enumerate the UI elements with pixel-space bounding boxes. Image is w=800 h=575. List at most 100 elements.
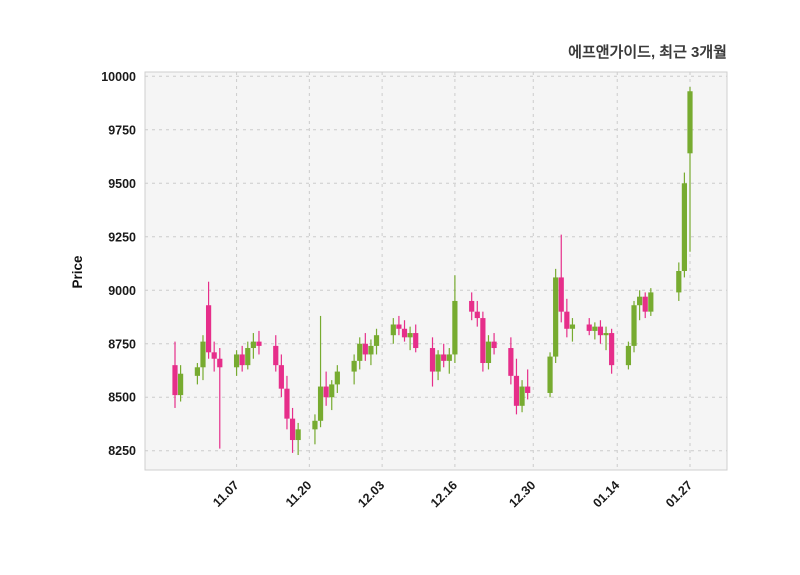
candle xyxy=(558,234,564,323)
candle xyxy=(323,371,329,406)
candle-body xyxy=(200,341,206,368)
y-tick-label: 10000 xyxy=(101,70,136,84)
y-tick-label: 9000 xyxy=(108,284,136,298)
candle-body xyxy=(295,429,301,441)
candle-body xyxy=(597,326,604,336)
candle xyxy=(637,290,643,321)
candle xyxy=(553,268,559,364)
candle-body xyxy=(317,386,324,421)
candle xyxy=(519,380,525,413)
candle xyxy=(351,354,357,385)
plot-area xyxy=(145,72,727,470)
candle-body xyxy=(513,375,520,406)
candle-body xyxy=(172,365,178,396)
candle xyxy=(687,86,693,252)
candle xyxy=(390,318,396,344)
candle xyxy=(631,300,637,353)
candle xyxy=(569,318,576,342)
candle-body xyxy=(637,296,643,306)
candle-body xyxy=(474,311,480,319)
candle xyxy=(357,337,363,370)
candle-body xyxy=(390,324,396,336)
candle-body xyxy=(413,333,419,349)
candle-body xyxy=(491,341,497,349)
x-axis-ticks: 11.07 11.20 12.03 12.16 12.30 01.14 01.27 xyxy=(210,478,695,510)
candle xyxy=(441,343,447,368)
candle-body xyxy=(373,335,380,346)
candle-body xyxy=(469,300,475,312)
candle xyxy=(334,365,340,393)
candle-body xyxy=(609,333,615,366)
candle xyxy=(513,358,520,415)
candle xyxy=(648,288,654,316)
candle-body xyxy=(323,386,329,398)
candle xyxy=(592,322,598,340)
candle-body xyxy=(401,328,408,338)
candle xyxy=(317,315,324,428)
candle xyxy=(681,172,688,278)
x-tick-label: 12.16 xyxy=(428,478,460,510)
y-tick-label: 9500 xyxy=(108,177,136,191)
y-axis-ticks: 8250 8500 8750 9000 9250 9500 9750 10000 xyxy=(101,70,136,458)
candle-body xyxy=(441,354,447,361)
y-axis-label: Price xyxy=(70,255,85,289)
candle xyxy=(491,333,497,355)
candle-body xyxy=(351,360,357,372)
candle-body xyxy=(642,296,648,312)
candle xyxy=(625,341,632,370)
candle-body xyxy=(289,418,296,441)
candle-body xyxy=(525,386,531,393)
y-tick-label: 8500 xyxy=(108,391,136,405)
candle-body xyxy=(396,324,402,329)
x-tick-label: 01.14 xyxy=(590,478,622,510)
candle xyxy=(429,337,436,387)
y-tick-label: 8750 xyxy=(108,337,136,351)
candle xyxy=(401,320,408,342)
candle-body xyxy=(233,354,240,368)
candle-body xyxy=(245,348,251,366)
candle xyxy=(205,281,212,359)
candle xyxy=(217,348,223,449)
candle xyxy=(407,326,413,351)
y-tick-label: 9750 xyxy=(108,123,136,137)
chart-title: 에프앤가이드, 최근 3개월 xyxy=(568,43,727,61)
candle-body xyxy=(569,324,576,329)
candle xyxy=(603,326,609,351)
candle xyxy=(211,341,217,372)
candle xyxy=(256,330,262,355)
candle-body xyxy=(508,348,514,376)
x-tick-label: 11.20 xyxy=(283,478,315,510)
candle-body xyxy=(648,292,654,312)
candle-body xyxy=(211,352,217,359)
candle-body xyxy=(586,324,592,331)
candle-body xyxy=(368,345,374,355)
plot-border xyxy=(144,71,728,471)
candle-body xyxy=(485,341,492,364)
x-tick-label: 01.27 xyxy=(663,478,695,510)
candle xyxy=(194,363,200,385)
candle xyxy=(485,335,492,370)
candle-body xyxy=(687,91,693,154)
candle xyxy=(239,345,245,372)
candle-body xyxy=(564,311,570,329)
candle xyxy=(284,375,290,430)
candle xyxy=(172,341,178,408)
x-tick-label: 11.07 xyxy=(210,478,242,510)
candle xyxy=(547,352,553,398)
x-tick-label: 12.30 xyxy=(506,478,538,510)
candle xyxy=(480,311,486,372)
candles xyxy=(172,86,693,456)
candle-body xyxy=(553,277,559,357)
candle-body xyxy=(407,333,413,338)
candle xyxy=(564,298,570,338)
candle-body xyxy=(558,277,564,312)
candle-body xyxy=(519,386,525,406)
candle xyxy=(474,300,480,327)
y-tick-label: 8250 xyxy=(108,444,136,458)
candle-body xyxy=(357,343,363,361)
candle-body xyxy=(278,365,284,389)
candle xyxy=(435,350,441,381)
candle xyxy=(312,414,318,445)
